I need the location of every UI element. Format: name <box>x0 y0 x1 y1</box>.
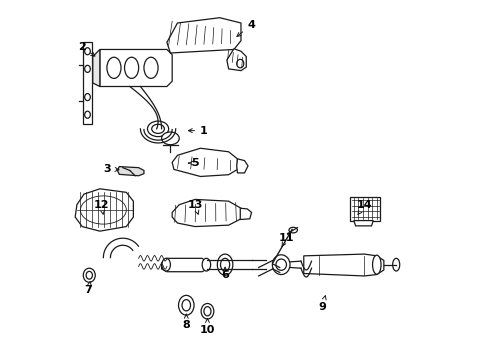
Polygon shape <box>172 199 241 226</box>
Polygon shape <box>226 49 246 71</box>
Polygon shape <box>236 159 247 173</box>
Text: 10: 10 <box>200 319 215 335</box>
Polygon shape <box>117 167 143 176</box>
Text: 13: 13 <box>187 201 203 214</box>
Text: 7: 7 <box>84 282 92 295</box>
Ellipse shape <box>202 258 210 271</box>
Ellipse shape <box>392 258 399 271</box>
Polygon shape <box>100 49 172 86</box>
Ellipse shape <box>178 295 194 315</box>
Polygon shape <box>353 221 372 226</box>
Text: 5: 5 <box>188 158 199 168</box>
Text: 11: 11 <box>279 233 294 246</box>
Ellipse shape <box>162 258 170 271</box>
Text: 1: 1 <box>188 126 207 136</box>
Text: 9: 9 <box>318 296 325 312</box>
Polygon shape <box>172 148 237 176</box>
Polygon shape <box>349 197 380 221</box>
Text: 6: 6 <box>221 267 228 280</box>
Polygon shape <box>93 49 100 86</box>
Ellipse shape <box>272 255 289 275</box>
Text: 3: 3 <box>103 164 119 174</box>
Ellipse shape <box>217 254 232 275</box>
Polygon shape <box>240 208 251 220</box>
Ellipse shape <box>372 255 380 274</box>
Text: 2: 2 <box>78 42 95 56</box>
Polygon shape <box>161 258 207 272</box>
Ellipse shape <box>161 132 179 145</box>
Text: 8: 8 <box>182 314 190 330</box>
Polygon shape <box>75 189 133 231</box>
Text: 12: 12 <box>94 201 109 214</box>
Ellipse shape <box>147 121 168 136</box>
Ellipse shape <box>201 303 213 319</box>
Text: 4: 4 <box>237 20 255 36</box>
Polygon shape <box>166 18 241 53</box>
Polygon shape <box>303 254 383 276</box>
Text: 14: 14 <box>356 201 371 215</box>
Ellipse shape <box>83 268 95 282</box>
Polygon shape <box>83 42 92 123</box>
Ellipse shape <box>288 227 297 233</box>
